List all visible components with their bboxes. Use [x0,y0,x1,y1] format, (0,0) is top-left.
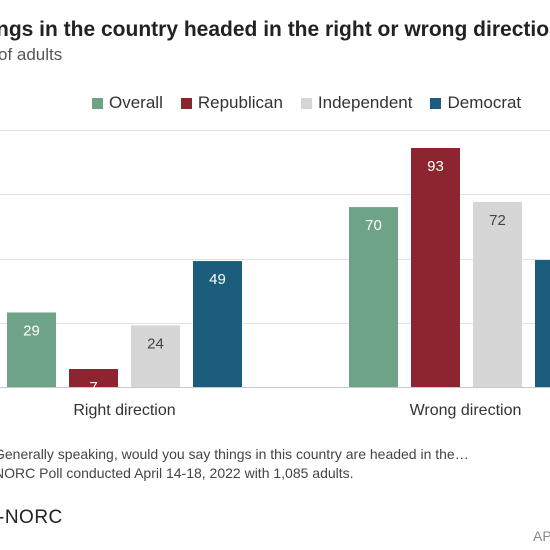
value-label: 7 [89,379,97,396]
value-label: 93 [427,158,444,175]
bar-republican-wrong [411,147,460,387]
footnote-question: Generally speaking, would you say things… [0,446,469,462]
legend-item-democrat: Democrat [430,93,521,113]
bar-overall-right [7,312,56,387]
legend-item-independent: Independent [300,93,413,113]
legend-label-overall: Overall [109,93,163,112]
category-label: Wrong direction [410,402,522,419]
chart-title: ngs in the country headed in the right o… [0,18,550,41]
legend-swatch-independent [300,97,312,109]
chart-subtitle: of adults [0,45,63,64]
value-labels: 29 7 24 49 70 93 72 [23,158,506,396]
value-label: 70 [365,217,382,234]
legend-label-democrat: Democrat [447,93,522,112]
bars [7,147,550,387]
value-label: 72 [489,212,506,229]
bar-independent-wrong [473,201,522,387]
category-labels: Right direction Wrong direction [73,402,521,419]
bar-overall-wrong [349,207,398,387]
bar-independent-right [131,325,180,387]
legend-item-republican: Republican [180,93,283,113]
source-logo: -NORC [0,507,63,528]
category-label: Right direction [73,402,175,419]
footnote-poll: NORC Poll conducted April 14-18, 2022 wi… [0,465,354,481]
value-label: 24 [147,335,164,352]
legend-label-republican: Republican [197,93,283,112]
bar-democrat-wrong-cropped [535,260,550,387]
legend-swatch-overall [92,97,103,109]
value-label: 49 [209,271,226,288]
credit-label: AP [533,528,550,544]
gridlines [0,130,550,388]
bar-republican-right [69,369,118,387]
value-label: 29 [23,322,40,339]
legend-swatch-democrat [430,97,442,109]
bar-democrat-right [193,261,242,387]
legend-label-independent: Independent [317,93,413,112]
legend-item-overall: Overall [92,93,163,113]
legend-swatch-republican [180,97,192,109]
chart-legend: Overall Republican Independent Democrat [92,93,539,113]
